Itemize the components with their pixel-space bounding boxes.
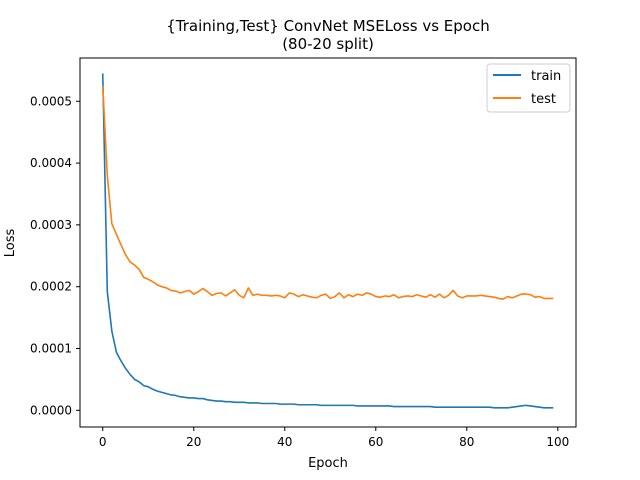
x-tick-label: 100 xyxy=(546,435,569,449)
y-tick-label: 0.0003 xyxy=(30,218,72,232)
x-tick-label: 40 xyxy=(277,435,292,449)
tick-layer: 0 20 40 60 80 100 0.0000 0.0001 0.0002 0.0003 0.00… xyxy=(30,94,569,449)
x-tick-label: 20 xyxy=(186,435,201,449)
series-layer xyxy=(101,73,554,409)
chart-title-line-2: (80-20 split) xyxy=(282,35,374,53)
y-tick-label: 0.0001 xyxy=(30,342,72,356)
chart-title-line-1: {Training,Test} ConvNet MSELoss vs Epoch xyxy=(166,17,489,35)
x-tick-label: 0 xyxy=(99,435,107,449)
legend: train test xyxy=(486,63,571,113)
y-axis-label: Loss xyxy=(3,229,18,258)
plot-frame xyxy=(79,57,577,428)
x-axis-label: Epoch xyxy=(308,456,348,471)
y-tick-label: 0.0000 xyxy=(30,403,72,417)
series-line-train xyxy=(101,73,554,409)
y-tick-label: 0.0002 xyxy=(30,280,72,294)
y-tick-label: 0.0004 xyxy=(30,156,72,170)
y-tick-label: 0.0005 xyxy=(30,94,72,108)
legend-label-test: test xyxy=(531,92,556,107)
x-tick-label: 60 xyxy=(368,435,383,449)
x-tick-label: 80 xyxy=(459,435,474,449)
series-line-test xyxy=(101,85,554,300)
legend-label-train: train xyxy=(531,69,561,84)
